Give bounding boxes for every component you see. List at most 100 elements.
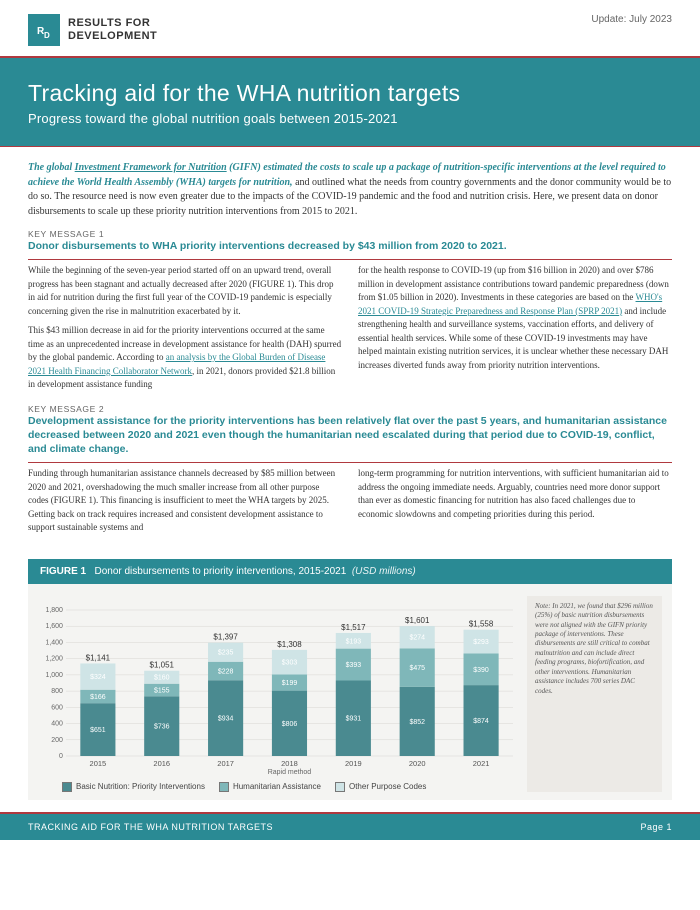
svg-text:2016: 2016 (153, 759, 170, 768)
svg-text:$393: $393 (346, 662, 362, 669)
intro-paragraph: The global Investment Framework for Nutr… (28, 161, 672, 219)
svg-text:2020: 2020 (409, 759, 426, 768)
km2-col2-p: long-term programming for nutrition inte… (358, 467, 672, 521)
org-line1: RESULTS FOR (68, 17, 157, 30)
legend-item-other: Other Purpose Codes (335, 782, 426, 792)
logo-icon: RD (28, 14, 60, 46)
figure-note-text: Note: In 2021, we found that $296 millio… (535, 602, 653, 695)
km2-head: Development assistance for the priority … (28, 414, 672, 457)
svg-text:$274: $274 (409, 634, 425, 641)
page-subtitle: Progress toward the global nutrition goa… (28, 111, 672, 126)
svg-text:$390: $390 (473, 666, 489, 673)
km2-body: Funding through humanitarian assistance … (28, 467, 672, 541)
svg-text:2017: 2017 (217, 759, 234, 768)
intro-framework-link[interactable]: Investment Framework for Nutrition (75, 162, 227, 173)
svg-text:$235: $235 (218, 649, 234, 656)
footer-page: Page 1 (640, 822, 672, 832)
svg-text:400: 400 (51, 720, 63, 727)
km2-col1: Funding through humanitarian assistance … (28, 467, 342, 541)
page-title: Tracking aid for the WHA nutrition targe… (28, 80, 672, 107)
svg-text:$934: $934 (218, 715, 234, 722)
km1-head: Donor disbursements to WHA priority inte… (28, 239, 672, 253)
svg-text:1,000: 1,000 (45, 672, 63, 679)
legend-item-hum: Humanitarian Assistance (219, 782, 321, 792)
km1-col2a: for the health response to COVID-19 (up … (358, 265, 669, 302)
svg-text:0: 0 (59, 753, 63, 760)
logo-block: RD RESULTS FOR DEVELOPMENT (28, 14, 157, 46)
figure-body: 0 200 400 600 800 1,000 1,200 1,400 1,600 1,800 $6… (28, 584, 672, 800)
svg-text:$166: $166 (90, 694, 106, 701)
svg-text:1,600: 1,600 (45, 623, 63, 630)
svg-text:$806: $806 (282, 720, 298, 727)
chart-area: 0 200 400 600 800 1,000 1,200 1,400 1,600 1,800 $6… (38, 596, 517, 792)
bar-chart-svg: 0 200 400 600 800 1,000 1,200 1,400 1,600 1,800 $6… (38, 596, 517, 776)
hero-banner: Tracking aid for the WHA nutrition targe… (0, 58, 700, 146)
svg-text:$852: $852 (409, 719, 425, 726)
page: RD RESULTS FOR DEVELOPMENT Update: July … (0, 0, 700, 840)
km1-rule (28, 259, 672, 260)
svg-text:Rapid method: Rapid method (268, 769, 312, 776)
km1-body: While the beginning of the seven-year pe… (28, 264, 672, 398)
svg-text:$1,558: $1,558 (469, 619, 494, 628)
update-date: Update: July 2023 (591, 14, 672, 25)
swatch-hum (219, 782, 229, 792)
swatch-basic (62, 782, 72, 792)
svg-text:1,400: 1,400 (45, 639, 63, 646)
km1-col2-p: for the health response to COVID-19 (up … (358, 264, 672, 372)
svg-text:$736: $736 (154, 723, 170, 730)
figure-note: Note: In 2021, we found that $296 millio… (527, 596, 662, 792)
svg-text:1,200: 1,200 (45, 655, 63, 662)
km2-label: KEY MESSAGE 2 (28, 404, 672, 414)
svg-text:2018: 2018 (281, 759, 298, 768)
km1-col1-p2: This $43 million decrease in aid for the… (28, 324, 342, 392)
svg-text:$1,051: $1,051 (150, 660, 175, 669)
figure-label: FIGURE 1 (40, 566, 86, 577)
org-line2: DEVELOPMENT (68, 30, 157, 43)
svg-text:$199: $199 (282, 680, 298, 687)
km2-col2: long-term programming for nutrition inte… (358, 467, 672, 541)
chart-legend: Basic Nutrition: Priority Interventions … (38, 782, 517, 792)
content: The global Investment Framework for Nutr… (0, 147, 700, 549)
svg-text:$324: $324 (90, 674, 106, 681)
svg-text:$1,308: $1,308 (277, 640, 302, 649)
figure-1: FIGURE 1 Donor disbursements to priority… (28, 559, 672, 800)
page-footer: TRACKING AID FOR THE WHA NUTRITION TARGE… (0, 812, 700, 840)
footer-left: TRACKING AID FOR THE WHA NUTRITION TARGE… (28, 822, 273, 832)
km1-label: KEY MESSAGE 1 (28, 229, 672, 239)
svg-text:2019: 2019 (345, 759, 362, 768)
figure-title-bar: FIGURE 1 Donor disbursements to priority… (28, 559, 672, 584)
intro-lead-pre: The global (28, 162, 75, 173)
svg-text:$931: $931 (346, 715, 362, 722)
legend-label-other: Other Purpose Codes (349, 782, 426, 791)
km1-col2: for the health response to COVID-19 (up … (358, 264, 672, 398)
top-header: RD RESULTS FOR DEVELOPMENT Update: July … (0, 0, 700, 52)
figure-units: (USD millions) (352, 566, 416, 577)
km2-col1-p: Funding through humanitarian assistance … (28, 467, 342, 535)
svg-text:800: 800 (51, 688, 63, 695)
svg-text:$303: $303 (282, 659, 298, 666)
svg-text:600: 600 (51, 704, 63, 711)
svg-text:$475: $475 (409, 665, 425, 672)
swatch-other (335, 782, 345, 792)
svg-text:$155: $155 (154, 687, 170, 694)
km1-col1-p1: While the beginning of the seven-year pe… (28, 264, 342, 318)
svg-text:$193: $193 (346, 638, 362, 645)
legend-label-basic: Basic Nutrition: Priority Interventions (76, 782, 205, 791)
svg-text:$1,397: $1,397 (213, 632, 238, 641)
svg-text:2015: 2015 (90, 759, 107, 768)
svg-text:$1,601: $1,601 (405, 616, 430, 625)
svg-text:200: 200 (51, 736, 63, 743)
figure-title: Donor disbursements to priority interven… (94, 566, 346, 577)
legend-label-hum: Humanitarian Assistance (233, 782, 321, 791)
svg-text:$1,141: $1,141 (86, 653, 111, 662)
km1-col1: While the beginning of the seven-year pe… (28, 264, 342, 398)
svg-text:1,800: 1,800 (45, 607, 63, 614)
svg-text:$293: $293 (473, 639, 489, 646)
svg-text:$874: $874 (473, 718, 489, 725)
svg-text:$651: $651 (90, 727, 106, 734)
legend-item-basic: Basic Nutrition: Priority Interventions (62, 782, 205, 792)
org-name: RESULTS FOR DEVELOPMENT (68, 17, 157, 42)
km2-rule (28, 462, 672, 463)
svg-text:$160: $160 (154, 674, 170, 681)
svg-text:$228: $228 (218, 668, 234, 675)
